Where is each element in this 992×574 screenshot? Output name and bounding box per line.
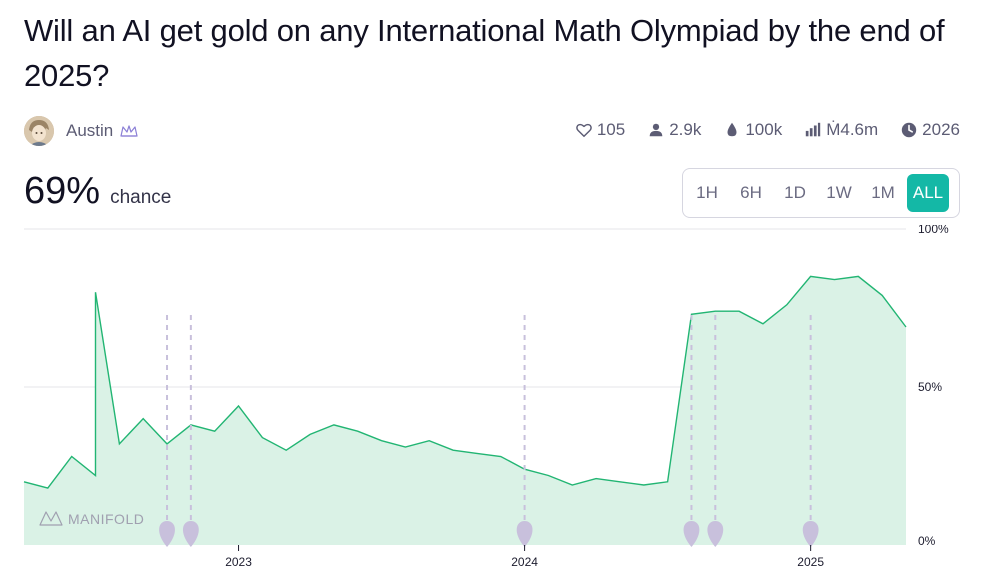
probability-display: 69% chance: [24, 170, 171, 213]
likes-count: 105: [596, 120, 626, 139]
event-marker[interactable]: [182, 315, 199, 547]
volume-stat[interactable]: Ṁ4.6m: [804, 120, 878, 140]
watermark-text: MANIFOLD: [68, 511, 144, 527]
marker-pin-icon[interactable]: [802, 521, 819, 547]
probability-label: chance: [110, 187, 172, 208]
probability-chart[interactable]: 2023 2024 2025 100% 50% 0% MANIFOLD: [0, 225, 992, 574]
traders-count: 2.9k: [669, 120, 702, 139]
probability-line: [23, 275, 907, 489]
bar-chart-icon: [806, 122, 821, 137]
x-tick-label: 2024: [511, 555, 538, 569]
creator-byline[interactable]: Austin: [24, 115, 139, 147]
event-marker[interactable]: [159, 315, 175, 547]
crown-icon: [120, 125, 138, 137]
time-range-selector: 1H 6H 1D 1W 1M ALL: [682, 168, 960, 218]
droplet-icon: [727, 122, 737, 137]
avatar[interactable]: [24, 116, 54, 146]
range-button-1d[interactable]: 1D: [784, 183, 806, 202]
liquidity-stat[interactable]: 100k: [723, 120, 782, 140]
range-button-6h[interactable]: 6H: [740, 183, 762, 202]
heart-icon: [576, 123, 592, 138]
event-marker[interactable]: [802, 315, 819, 547]
traders-stat[interactable]: 2.9k: [647, 120, 701, 140]
market-title: Will an AI get gold on any International…: [24, 13, 945, 93]
event-marker[interactable]: [707, 315, 724, 547]
y-tick-label: 50%: [918, 380, 942, 394]
marker-pin-icon[interactable]: [707, 521, 724, 547]
liquidity-amount: 100k: [745, 120, 783, 139]
manifold-logo-icon: [39, 511, 63, 526]
user-icon: [649, 123, 663, 137]
range-button-1w[interactable]: 1W: [826, 183, 852, 202]
volume-amount: Ṁ4.6m: [826, 120, 879, 139]
y-tick-label: 100%: [918, 225, 949, 236]
event-marker[interactable]: [683, 315, 700, 547]
marker-pin-icon[interactable]: [159, 521, 175, 547]
marker-pin-icon[interactable]: [516, 521, 533, 547]
clock-icon: [901, 122, 917, 138]
marker-pin-icon[interactable]: [182, 521, 199, 547]
x-tick-label: 2025: [797, 555, 824, 569]
event-marker[interactable]: [516, 315, 533, 547]
range-button-all[interactable]: ALL: [907, 174, 949, 212]
range-button-1m[interactable]: 1M: [871, 183, 895, 202]
range-button-1h[interactable]: 1H: [696, 183, 718, 202]
probability-value: 69%: [24, 170, 101, 212]
close-date-stat[interactable]: 2026: [900, 120, 960, 140]
manifold-watermark: MANIFOLD: [39, 511, 144, 527]
y-tick-label: 0%: [918, 534, 936, 548]
likes-stat[interactable]: 105: [575, 120, 625, 140]
probability-area: [24, 276, 906, 545]
close-year: 2026: [922, 120, 960, 139]
creator-name[interactable]: Austin: [66, 121, 114, 140]
marker-pin-icon[interactable]: [683, 521, 700, 547]
x-tick-label: 2023: [225, 555, 252, 569]
market-stats: 105 2.9k 100k Ṁ4.6m 2026: [575, 117, 960, 143]
